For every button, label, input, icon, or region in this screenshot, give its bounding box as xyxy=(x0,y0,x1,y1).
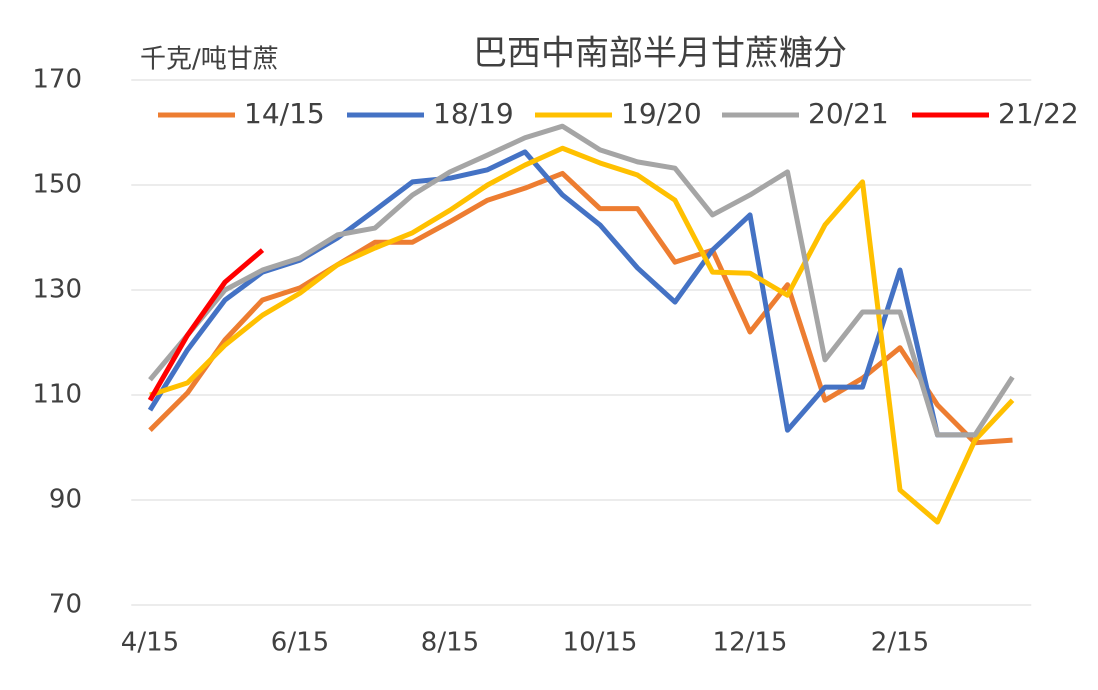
series-line xyxy=(148,123,1015,438)
chart-title: 巴西中南部半月甘蔗糖分 xyxy=(473,34,847,74)
legend-label: 14/15 xyxy=(244,97,325,130)
y-tick-label: 150 xyxy=(32,170,82,200)
legend-label: 19/20 xyxy=(621,97,702,130)
legend-label: 20/21 xyxy=(808,97,889,130)
y-tick-label: 130 xyxy=(32,275,82,305)
x-tick-label: 2/15 xyxy=(871,628,929,658)
x-tick-label: 6/15 xyxy=(271,628,329,658)
x-tick-label: 12/15 xyxy=(713,628,788,658)
x-tick-label: 8/15 xyxy=(421,628,479,658)
y-axis-label: 千克/吨甘蔗 xyxy=(140,45,279,75)
y-tick-label: 170 xyxy=(32,65,82,95)
y-tick-label: 70 xyxy=(49,590,82,620)
legend-label: 18/19 xyxy=(433,97,514,130)
y-tick-label: 110 xyxy=(32,380,82,410)
legend-label: 21/22 xyxy=(998,97,1079,130)
series-line xyxy=(149,145,1015,525)
x-tick-label: 10/15 xyxy=(563,628,638,658)
series-line xyxy=(147,248,265,402)
x-tick-label: 4/15 xyxy=(121,628,179,658)
y-tick-label: 90 xyxy=(49,485,82,515)
